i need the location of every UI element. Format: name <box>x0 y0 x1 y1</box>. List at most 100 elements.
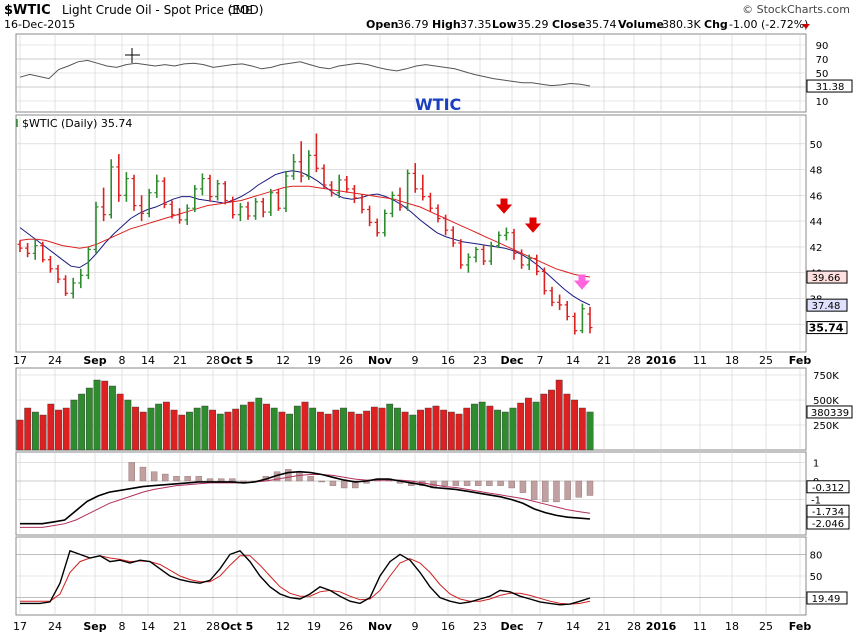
volume-bar <box>424 407 432 451</box>
price-bar <box>549 286 555 307</box>
volume-bar <box>417 409 424 451</box>
macd-histogram-bar <box>173 476 180 482</box>
price-bar <box>253 197 259 220</box>
volume-bar <box>85 387 93 451</box>
volume-bar <box>109 385 116 451</box>
volume-bar <box>124 399 132 451</box>
price-bar <box>40 241 46 263</box>
volume-bar <box>324 413 332 451</box>
price-bar <box>245 201 251 220</box>
volume-bar <box>201 405 209 451</box>
x-tick-label: 19 <box>307 620 321 633</box>
volume-bar <box>263 403 270 451</box>
volume-bar <box>501 411 509 451</box>
price-bar <box>123 172 129 202</box>
x-tick-label: 28 <box>627 620 641 633</box>
price-bar <box>473 246 479 263</box>
stoch-tick-label: 50 <box>810 572 823 583</box>
volume-bar <box>186 411 193 451</box>
x-tick-label: 24 <box>48 620 62 633</box>
volume-bar <box>309 407 317 451</box>
volume-bar <box>209 409 216 451</box>
price-bar <box>321 164 327 189</box>
volume-bar <box>548 389 555 451</box>
ohlc-volume-value: 380.3K <box>662 18 701 31</box>
x-axis-upper: 17 24 Sep 8 14 21 28 Oct 5 12 19 26 Nov 9 16 23 Dec 7 14 2… <box>13 354 811 367</box>
price-bar <box>481 245 487 265</box>
macd-tick-label: 1 <box>813 458 819 469</box>
macd-histogram-bar <box>329 480 337 486</box>
volume-bar <box>586 411 594 451</box>
volume-bar <box>293 405 301 451</box>
x-tick-label: 25 <box>759 620 773 633</box>
price-bar <box>32 239 38 260</box>
volume-bar <box>55 409 62 451</box>
volume-bar <box>93 379 101 451</box>
price-bar <box>93 201 99 254</box>
macd-line <box>20 470 591 525</box>
macd-histogram-bar <box>508 480 515 489</box>
ohlc-volume-label: Volume <box>618 18 664 31</box>
price-bar <box>336 174 342 198</box>
macd-histogram-bar <box>486 480 493 486</box>
price-bar <box>397 187 403 211</box>
macd-histogram-bar <box>128 462 135 482</box>
x-tick-label: 14 <box>566 620 580 633</box>
ma-slow-line <box>19 185 591 278</box>
volume-bar <box>278 411 286 451</box>
price-bar <box>154 174 160 198</box>
x-tick-label: 18 <box>725 620 739 633</box>
price-tick-label: 48 <box>810 166 823 177</box>
price-bar <box>427 192 433 213</box>
x-tick-label: 12 <box>276 354 290 367</box>
chg-down-arrow-icon <box>802 24 810 29</box>
volume-bar <box>478 401 486 451</box>
price-bar <box>131 174 137 211</box>
x-tick-label: 7 <box>537 354 544 367</box>
x-tick-label: 21 <box>173 620 187 633</box>
ohlc-close-label: Close <box>552 18 585 31</box>
price-bar <box>207 174 213 202</box>
volume-value-label: 380339 <box>811 408 849 419</box>
price-value-box <box>806 321 848 335</box>
rsi-value-label: 31.38 <box>816 82 845 93</box>
price-bar <box>443 214 449 236</box>
price-value-box <box>806 270 848 284</box>
rsi-value-box <box>806 79 853 93</box>
volume-bar <box>347 411 355 451</box>
volume-bar <box>232 408 240 451</box>
x-tick-label: Feb <box>789 620 812 633</box>
volume-bar <box>47 403 55 451</box>
rsi-tick-label: 70 <box>816 55 829 66</box>
macd-histogram-bar <box>229 478 236 482</box>
volume-bar <box>578 407 586 451</box>
price-bar <box>222 181 228 205</box>
volume-tick-label: 500K <box>813 396 839 407</box>
volume-bar <box>24 407 32 451</box>
price-bar <box>412 163 418 193</box>
volume-tick-label: 750K <box>813 371 839 382</box>
stoch-value-box <box>806 591 848 605</box>
rsi-tick-label: 10 <box>816 97 829 108</box>
price-panel-title: $WTIC (Daily) 35.74 <box>22 117 132 130</box>
ohlc-close-value: 35.74 <box>585 18 617 31</box>
macd-histogram-bar <box>575 480 583 498</box>
chart-instrument-name: Light Crude Oil - Spot Price (EOD) <box>62 3 263 17</box>
price-bar <box>557 294 563 311</box>
volume-bar <box>286 413 293 451</box>
x-tick-label: 23 <box>473 620 487 633</box>
price-value-label: 39.66 <box>812 273 841 284</box>
x-tick-label: 11 <box>693 620 707 633</box>
stoch-value-label: 19.49 <box>812 594 841 605</box>
signal-arrows <box>495 198 591 290</box>
macd-histogram-bar <box>542 480 549 503</box>
price-bar <box>572 312 578 335</box>
price-value-label: 37.48 <box>812 301 841 312</box>
chart-symbol: $WTIC <box>4 3 51 18</box>
ohlc-low-label: Low <box>492 18 517 31</box>
volume-bar <box>340 407 347 451</box>
macd-histogram-bar <box>184 476 191 482</box>
price-bar <box>283 170 289 213</box>
macd-histogram-bar <box>318 480 325 483</box>
